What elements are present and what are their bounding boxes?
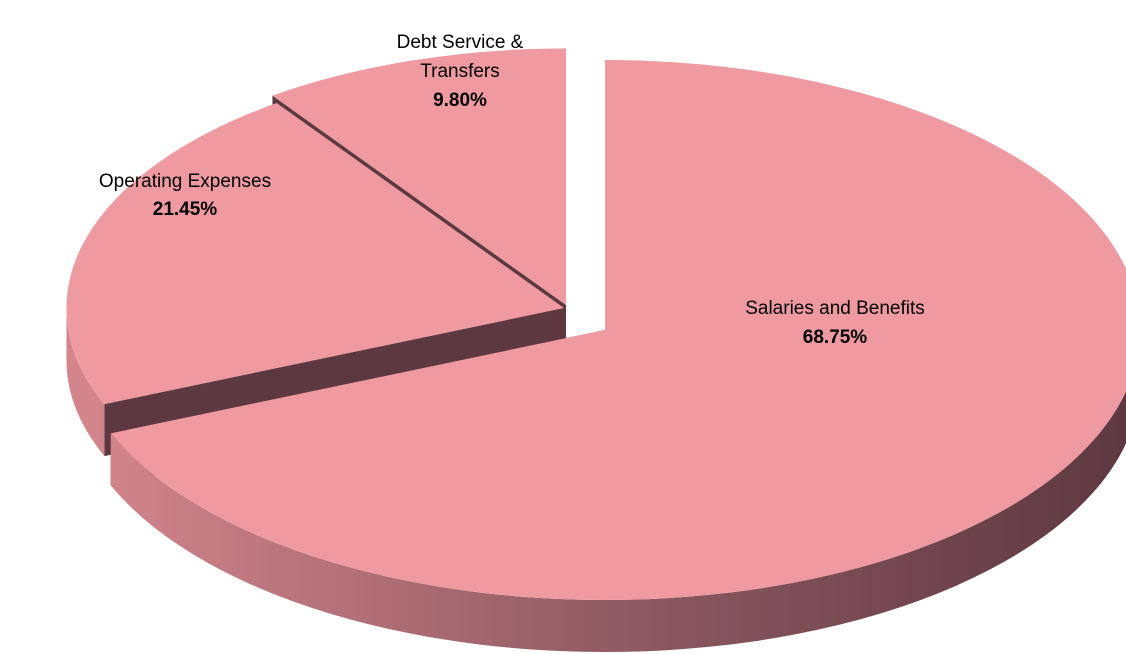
slice-label-debt-service-line1: Debt Service & (397, 32, 524, 53)
pie-slice-salaries-benefits (110, 60, 1126, 600)
slice-side-salaries-benefits (110, 391, 1126, 653)
slice-label-salaries-benefits: Salaries and Benefits (745, 298, 925, 319)
pie-slice-operating-expenses (66, 103, 564, 405)
pie-slice-group-salaries-benefits (110, 60, 1126, 653)
slice-side-operating-expenses (66, 308, 105, 457)
slice-value-debt-service: 9.80% (433, 90, 487, 111)
slice-label-debt-service-line2: Transfers (420, 61, 500, 82)
slice-value-operating-expenses: 21.45% (153, 199, 218, 220)
pie-slice-debt-service (272, 48, 566, 305)
slice-label-operating-expenses: Operating Expenses (99, 171, 271, 192)
slice-value-salaries-benefits: 68.75% (803, 327, 868, 348)
